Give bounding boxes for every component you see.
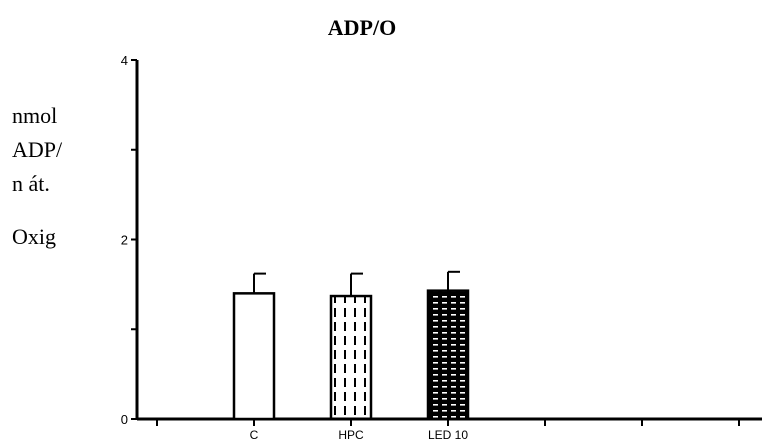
y-axis-label-line-3: n át. bbox=[12, 171, 50, 196]
x-tick-label: C bbox=[250, 428, 259, 442]
y-axis-label-line-1: nmol bbox=[12, 103, 57, 128]
y-axis-label-line-2: ADP/ bbox=[12, 137, 63, 162]
y-tick-label: 0 bbox=[121, 412, 128, 427]
bars bbox=[232, 270, 470, 421]
x-tick-label: LED 10 bbox=[428, 428, 468, 442]
bar-hpc bbox=[329, 294, 373, 421]
x-tick-label: HPC bbox=[338, 428, 364, 442]
x-tick-labels: C HPC LED 10 bbox=[250, 428, 469, 442]
bar-c bbox=[232, 292, 276, 421]
y-tick-label: 2 bbox=[121, 233, 128, 248]
y-ticks: 0 2 4 bbox=[121, 53, 137, 427]
bar-led-10 bbox=[426, 289, 470, 421]
y-axis-label-line-4: Oxig bbox=[12, 224, 56, 249]
y-tick-label: 4 bbox=[121, 53, 128, 68]
chart-title: ADP/O bbox=[328, 15, 396, 40]
